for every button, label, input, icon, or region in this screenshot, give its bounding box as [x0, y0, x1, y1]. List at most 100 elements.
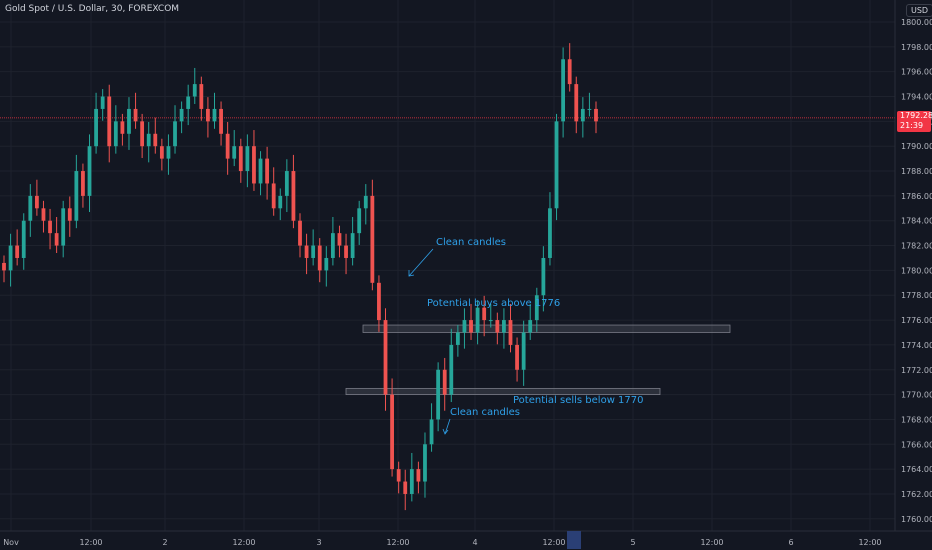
candle — [173, 105, 177, 154]
time-tick: 12:00 — [232, 538, 255, 547]
time-tick: Nov — [3, 538, 19, 547]
price-tick-labels: 1800.001798.001796.001794.001792.001790.… — [901, 18, 932, 524]
candle — [146, 121, 151, 163]
candle — [107, 84, 112, 163]
time-axis-highlight — [567, 531, 581, 549]
candle — [580, 97, 585, 138]
note-clean-candles-top[interactable]: Clean candles — [436, 237, 507, 248]
candle — [284, 159, 289, 213]
candle — [34, 179, 39, 216]
candle — [2, 255, 6, 283]
time-tick: 12:00 — [858, 538, 881, 547]
candle — [587, 92, 592, 117]
price-tick: 1796.00 — [901, 68, 932, 77]
candle — [436, 362, 441, 432]
time-tick-labels: Nov 12:00 2 12:00 3 12:00 4 12:00 5 12:00 6 12:00 — [3, 538, 881, 547]
candle — [304, 233, 309, 275]
candle — [113, 105, 118, 154]
candle — [252, 130, 256, 191]
candle — [554, 113, 559, 221]
price-tick: 1766.00 — [901, 440, 932, 449]
currency-label[interactable]: USD — [906, 4, 932, 17]
note-potential-sells[interactable]: Potential sells below 1770 — [513, 395, 644, 406]
note-clean-candles-bottom[interactable]: Clean candles — [450, 407, 521, 418]
candle — [317, 238, 322, 283]
candle — [219, 101, 223, 146]
arrow-bottom-shaft — [444, 418, 451, 435]
candle — [383, 308, 388, 411]
candle — [120, 113, 125, 146]
candle — [232, 130, 237, 167]
price-tick: 1772.00 — [901, 366, 932, 375]
candle — [330, 216, 335, 266]
candle — [127, 97, 131, 150]
candle — [502, 308, 506, 349]
candle — [179, 101, 184, 134]
price-tick: 1770.00 — [901, 391, 932, 400]
candle — [41, 200, 46, 233]
candle — [133, 92, 138, 129]
candle — [528, 303, 533, 340]
candle — [28, 184, 33, 237]
candle — [153, 117, 158, 154]
candle — [488, 303, 493, 328]
sell-level-zone[interactable] — [345, 387, 661, 396]
candle — [357, 200, 362, 245]
candle — [462, 308, 467, 349]
price-axis-panel[interactable] — [895, 0, 932, 531]
candle — [54, 216, 59, 254]
price-tick: 1776.00 — [901, 316, 932, 325]
candle — [67, 196, 72, 237]
candle — [429, 403, 434, 452]
time-axis-panel[interactable] — [0, 531, 932, 550]
candle — [199, 76, 204, 121]
candle — [594, 101, 598, 134]
candle — [442, 357, 447, 411]
symbol-title[interactable]: Gold Spot / U.S. Dollar, 30, FOREXCOM — [5, 4, 180, 14]
candle — [15, 229, 20, 266]
candle — [515, 337, 519, 382]
price-tick: 1798.00 — [901, 43, 932, 52]
candle — [469, 303, 473, 340]
candle — [192, 67, 197, 104]
candle — [8, 233, 13, 287]
candle — [61, 200, 66, 258]
candle — [271, 167, 276, 216]
candle — [541, 246, 546, 312]
bar-countdown: 21:39 — [900, 121, 924, 130]
candle — [245, 134, 250, 188]
price-tick: 1764.00 — [901, 465, 932, 474]
candle — [291, 154, 296, 229]
price-tick: 1780.00 — [901, 266, 932, 275]
time-tick: 12:00 — [386, 538, 409, 547]
candle — [495, 312, 500, 345]
level-zones — [345, 324, 731, 396]
candle — [337, 225, 342, 258]
time-tick: 2 — [162, 538, 167, 547]
note-potential-buys[interactable]: Potential buys above 1776 — [427, 298, 561, 309]
buy-level-zone[interactable] — [362, 324, 731, 333]
candle — [74, 154, 79, 229]
candle — [324, 246, 329, 287]
candle — [94, 92, 98, 154]
candle — [81, 163, 85, 208]
candle — [186, 84, 191, 126]
current-price-value: 1792.28 — [900, 111, 932, 120]
candle — [377, 275, 381, 332]
price-tick: 1782.00 — [901, 242, 932, 251]
candle — [482, 295, 487, 337]
annotation-arrows — [408, 248, 451, 435]
price-tick: 1790.00 — [901, 142, 932, 151]
candle — [396, 461, 401, 494]
price-tick: 1760.00 — [901, 515, 932, 524]
price-tick: 1768.00 — [901, 415, 932, 424]
candle — [258, 151, 263, 196]
candle — [521, 320, 526, 386]
candle — [416, 461, 421, 494]
candle — [265, 146, 270, 200]
candle — [140, 113, 145, 158]
price-tick: 1762.00 — [901, 490, 932, 499]
candle — [475, 300, 480, 345]
